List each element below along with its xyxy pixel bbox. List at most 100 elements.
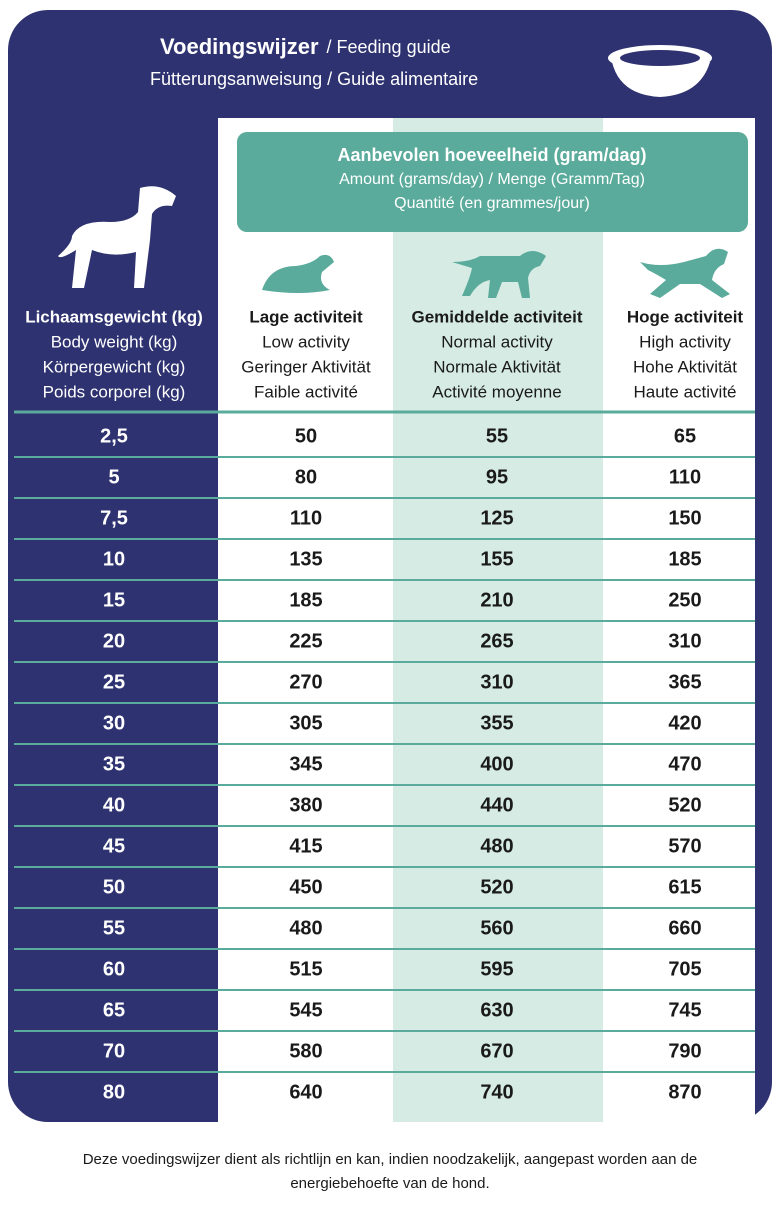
amount-cell: 125: [480, 507, 513, 529]
weight-cell: 60: [103, 958, 125, 980]
amount-cell: 305: [289, 712, 322, 734]
amount-cell: 515: [289, 958, 322, 980]
amount-line: Aanbevolen hoeveelheid (gram/dag): [337, 145, 646, 165]
weight-cell: 25: [103, 671, 125, 693]
column-header: Lage activiteit: [249, 307, 363, 326]
amount-cell: 640: [289, 1081, 322, 1103]
column-header: Hoge activiteit: [627, 307, 744, 326]
subtitle: Fütterungsanweisung / Guide alimentaire: [150, 69, 478, 89]
amount-cell: 615: [668, 876, 701, 898]
column-header: Body weight (kg): [51, 332, 178, 351]
weight-cell: 45: [103, 835, 125, 857]
amount-cell: 415: [289, 835, 322, 857]
amount-cell: 155: [480, 548, 513, 570]
amount-line: Amount (grams/day) / Menge (Gramm/Tag): [339, 171, 645, 188]
weight-cell: 80: [103, 1081, 125, 1103]
weight-cell: 65: [103, 999, 125, 1021]
weight-cell: 7,5: [100, 507, 128, 529]
column-header: Normale Aktivität: [433, 357, 561, 376]
amount-cell: 560: [480, 917, 513, 939]
amount-cell: 400: [480, 753, 513, 775]
amount-cell: 670: [480, 1040, 513, 1062]
amount-cell: 310: [480, 671, 513, 693]
amount-cell: 135: [289, 548, 322, 570]
bowl-icon: [608, 45, 712, 97]
title-main: Voedingswijzer: [160, 34, 319, 59]
amount-cell: 630: [480, 999, 513, 1021]
column-header: Lichaamsgewicht (kg): [25, 307, 203, 326]
weight-cell: 5: [108, 466, 119, 488]
amount-cell: 595: [480, 958, 513, 980]
column-header: Gemiddelde activiteit: [412, 307, 583, 326]
column-header: Hohe Aktivität: [633, 357, 737, 376]
dog-running-icon: [640, 248, 730, 298]
column-header: Normal activity: [441, 332, 553, 351]
column-header: Geringer Aktivität: [241, 357, 371, 376]
amount-cell: 345: [289, 753, 322, 775]
title-suffix: / Feeding guide: [327, 37, 451, 57]
amount-cell: 570: [668, 835, 701, 857]
weight-cell: 20: [103, 630, 125, 652]
amount-cell: 265: [480, 630, 513, 652]
amount-cell: 210: [480, 589, 513, 611]
column-header: Körpergewicht (kg): [43, 357, 186, 376]
footer-line: Deze voedingswijzer dient als richtlijn …: [83, 1151, 698, 1168]
amount-cell: 110: [290, 507, 322, 529]
amount-cell: 545: [289, 999, 322, 1021]
amount-cell: 705: [668, 958, 701, 980]
dog-lying-icon: [262, 254, 334, 293]
amount-cell: 310: [668, 630, 701, 652]
amount-cell: 520: [480, 876, 513, 898]
footer-line: energiebehoefte van de hond.: [290, 1175, 489, 1192]
dog-icon: [58, 186, 176, 288]
amount-cell: 250: [668, 589, 701, 611]
amount-cell: 450: [289, 876, 322, 898]
amount-cell: 185: [668, 548, 701, 570]
amount-cell: 185: [289, 589, 322, 611]
amount-cell: 355: [480, 712, 513, 734]
column-header: High activity: [639, 332, 731, 351]
amount-line: Quantité (en grammes/jour): [394, 195, 590, 212]
column-header: Poids corporel (kg): [43, 382, 186, 401]
amount-cell: 520: [668, 794, 701, 816]
amount-cell: 95: [486, 466, 508, 488]
amount-cell: 660: [668, 917, 701, 939]
amount-cell: 470: [668, 753, 701, 775]
amount-cell: 270: [289, 671, 322, 693]
amount-cell: 480: [480, 835, 513, 857]
amount-cell: 790: [668, 1040, 701, 1062]
amount-cell: 870: [668, 1081, 701, 1103]
amount-cell: 225: [289, 630, 322, 652]
amount-cell: 580: [289, 1040, 322, 1062]
weight-cell: 50: [103, 876, 125, 898]
weight-cell: 15: [103, 589, 125, 611]
weight-cell: 10: [103, 548, 125, 570]
amount-cell: 50: [295, 425, 317, 447]
weight-cell: 2,5: [100, 425, 128, 447]
amount-cell: 480: [289, 917, 322, 939]
weight-cell: 40: [103, 794, 125, 816]
weight-cell: 35: [103, 753, 125, 775]
column-header: Haute activité: [634, 382, 737, 401]
weight-cell: 55: [103, 917, 125, 939]
amount-cell: 365: [668, 671, 701, 693]
amount-cell: 65: [674, 425, 696, 447]
amount-cell: 420: [668, 712, 701, 734]
title: Voedingswijzer / Feeding guide: [160, 34, 451, 59]
column-header: Faible activité: [254, 382, 358, 401]
amount-cell: 55: [486, 425, 508, 447]
dog-standing-icon: [452, 251, 546, 298]
amount-cell: 110: [669, 466, 701, 488]
amount-cell: 745: [668, 999, 701, 1021]
amount-cell: 740: [480, 1081, 513, 1103]
amount-cell: 380: [289, 794, 322, 816]
weight-cell: 30: [103, 712, 125, 734]
amount-box: [237, 132, 748, 232]
column-header: Activité moyenne: [432, 382, 561, 401]
weight-cell: 70: [103, 1040, 125, 1062]
amount-cell: 80: [295, 466, 317, 488]
amount-cell: 150: [668, 507, 701, 529]
amount-cell: 440: [480, 794, 513, 816]
column-header: Low activity: [262, 332, 350, 351]
